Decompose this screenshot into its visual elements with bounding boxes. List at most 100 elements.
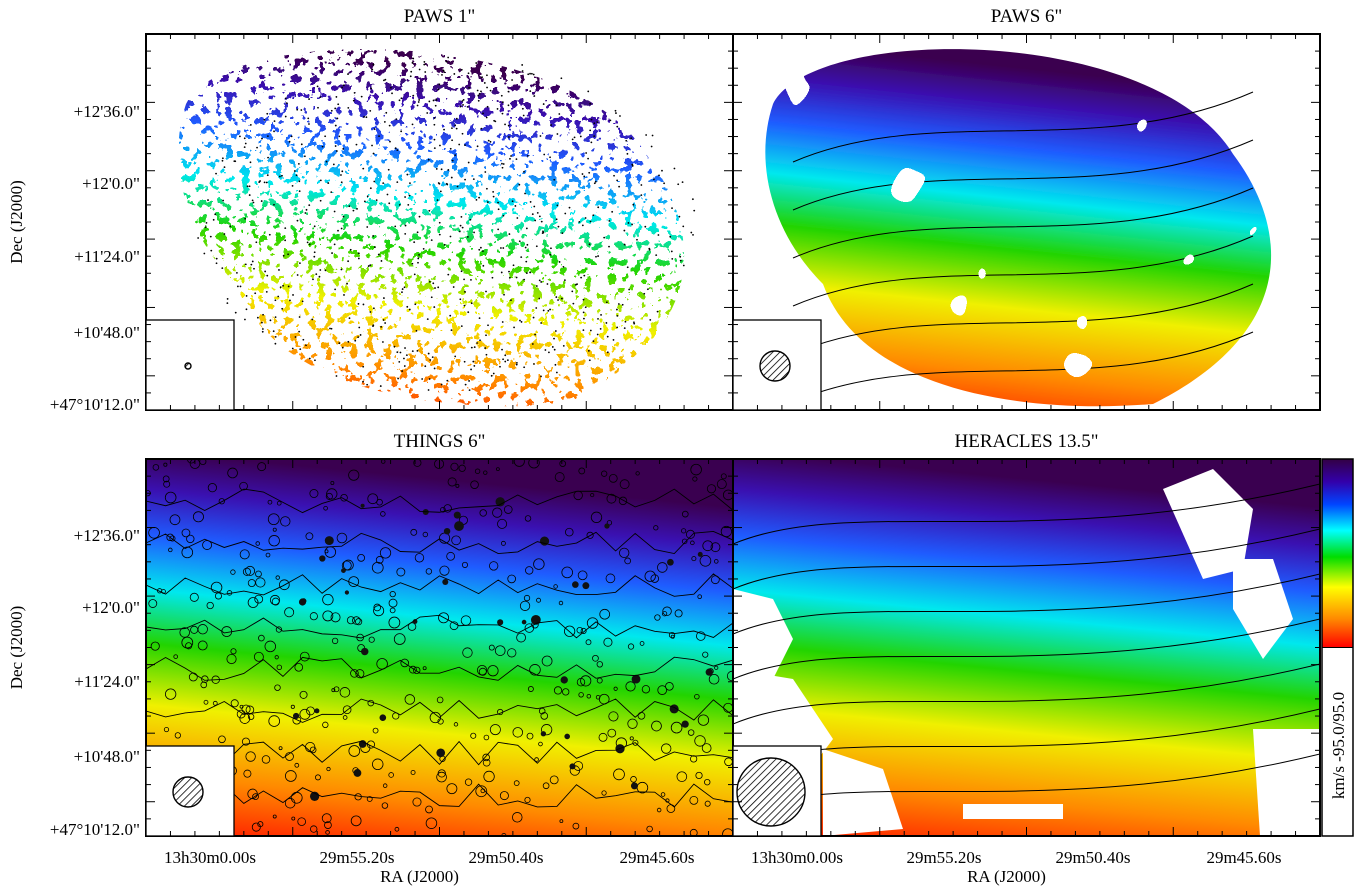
noise-contour [310,825,318,833]
contour-dot [287,253,290,256]
contour-dot [520,321,523,323]
contour-dot [538,279,541,282]
noise-contour [201,675,209,683]
contour-dot [273,130,275,133]
contour-dot [446,379,449,382]
contour-dot [382,341,384,343]
noise-contour [470,480,479,489]
contour-dot [434,287,436,289]
contour-dot [373,246,376,249]
contour-dot [458,143,461,146]
velocity-contour [792,187,1254,259]
contour-dot [531,343,534,345]
contour-dot [284,115,287,118]
contour-dot [414,303,417,306]
contour-dot [416,104,419,107]
x-axis-label: RA (J2000) [380,867,459,886]
panel-1: PAWS 1" +12'36.0" +12'0.0" +11'24.0" +10'48.… [7,6,734,414]
noise-contour [443,504,452,513]
noise-blob [631,674,641,684]
contour-dot [502,358,504,361]
noise-contour [692,476,698,482]
noise-contour [206,601,214,610]
contour-dot [462,98,465,101]
contour-dot [313,251,316,254]
contour-dot [508,270,510,273]
contour-dot [400,130,403,133]
noise-contour [524,515,532,522]
contour-dot [589,129,592,132]
noise-contour [355,618,363,626]
contour-dot [347,106,350,109]
contour-dot [302,338,305,341]
noise-contour [393,633,406,645]
contour-dot [427,352,430,355]
noise-contour [200,681,208,689]
contour-dot [482,250,484,253]
contour-dot [501,101,504,104]
contour-dot [355,143,358,146]
contour-dot [648,247,651,250]
contour-dot [366,383,369,386]
noise-contour [247,713,255,720]
noise-contour [173,654,178,659]
contour-dot [553,178,556,181]
contour-dot [556,204,559,207]
contour-dot [389,140,391,143]
noise-contour [706,484,717,494]
noise-contour [330,480,335,485]
noise-contour [507,574,516,584]
noise-contour [455,483,460,488]
noise-contour [429,711,442,724]
noise-contour [400,658,409,668]
contour-dot [226,302,229,304]
noise-contour [701,743,712,753]
noise-contour [299,651,310,662]
noise-contour [561,566,573,579]
panel-title: PAWS 6" [991,6,1063,27]
contour-dot [454,154,457,157]
contour-dot [513,326,515,329]
noise-contour [580,627,587,634]
contour-dot [352,209,355,212]
noise-contour [321,813,332,824]
contour-dot [515,363,518,366]
noise-contour [580,675,592,687]
noise-contour [538,707,546,715]
noise-contour [284,770,297,782]
contour-dot [416,350,419,352]
noise-contour [373,603,382,612]
contour-dot [535,245,538,248]
contour-dot [443,128,445,131]
contour-dot [404,232,407,235]
noise-contour [565,527,574,537]
contour-dot [555,104,558,107]
contour-dot [417,261,419,264]
contour-dot [282,284,284,287]
noise-contour [181,546,194,559]
contour-dot [519,319,521,322]
contour-dot [628,288,631,291]
contour-dot [502,247,505,249]
contour-dot [535,285,538,287]
contour-dot [311,318,314,321]
noise-contour [348,469,360,481]
contour-dot [605,322,608,324]
noise-contour [189,459,201,469]
noise-contour [309,746,317,754]
noise-contour [436,696,444,704]
contour-dot [483,82,486,84]
velocity-contour [792,283,1254,355]
noise-contour [241,704,251,714]
contour-dot [335,375,338,377]
contour-dot [633,322,636,325]
noise-contour [495,467,500,472]
panel-title: THINGS 6" [394,431,486,452]
noise-blob [324,536,334,546]
noise-contour [268,715,281,727]
dec-tick-label: +12'0.0" [82,174,140,193]
contour-dot [593,135,596,138]
contour-dot [296,219,299,222]
contour-dot [244,318,246,321]
blank-region [963,804,1063,819]
